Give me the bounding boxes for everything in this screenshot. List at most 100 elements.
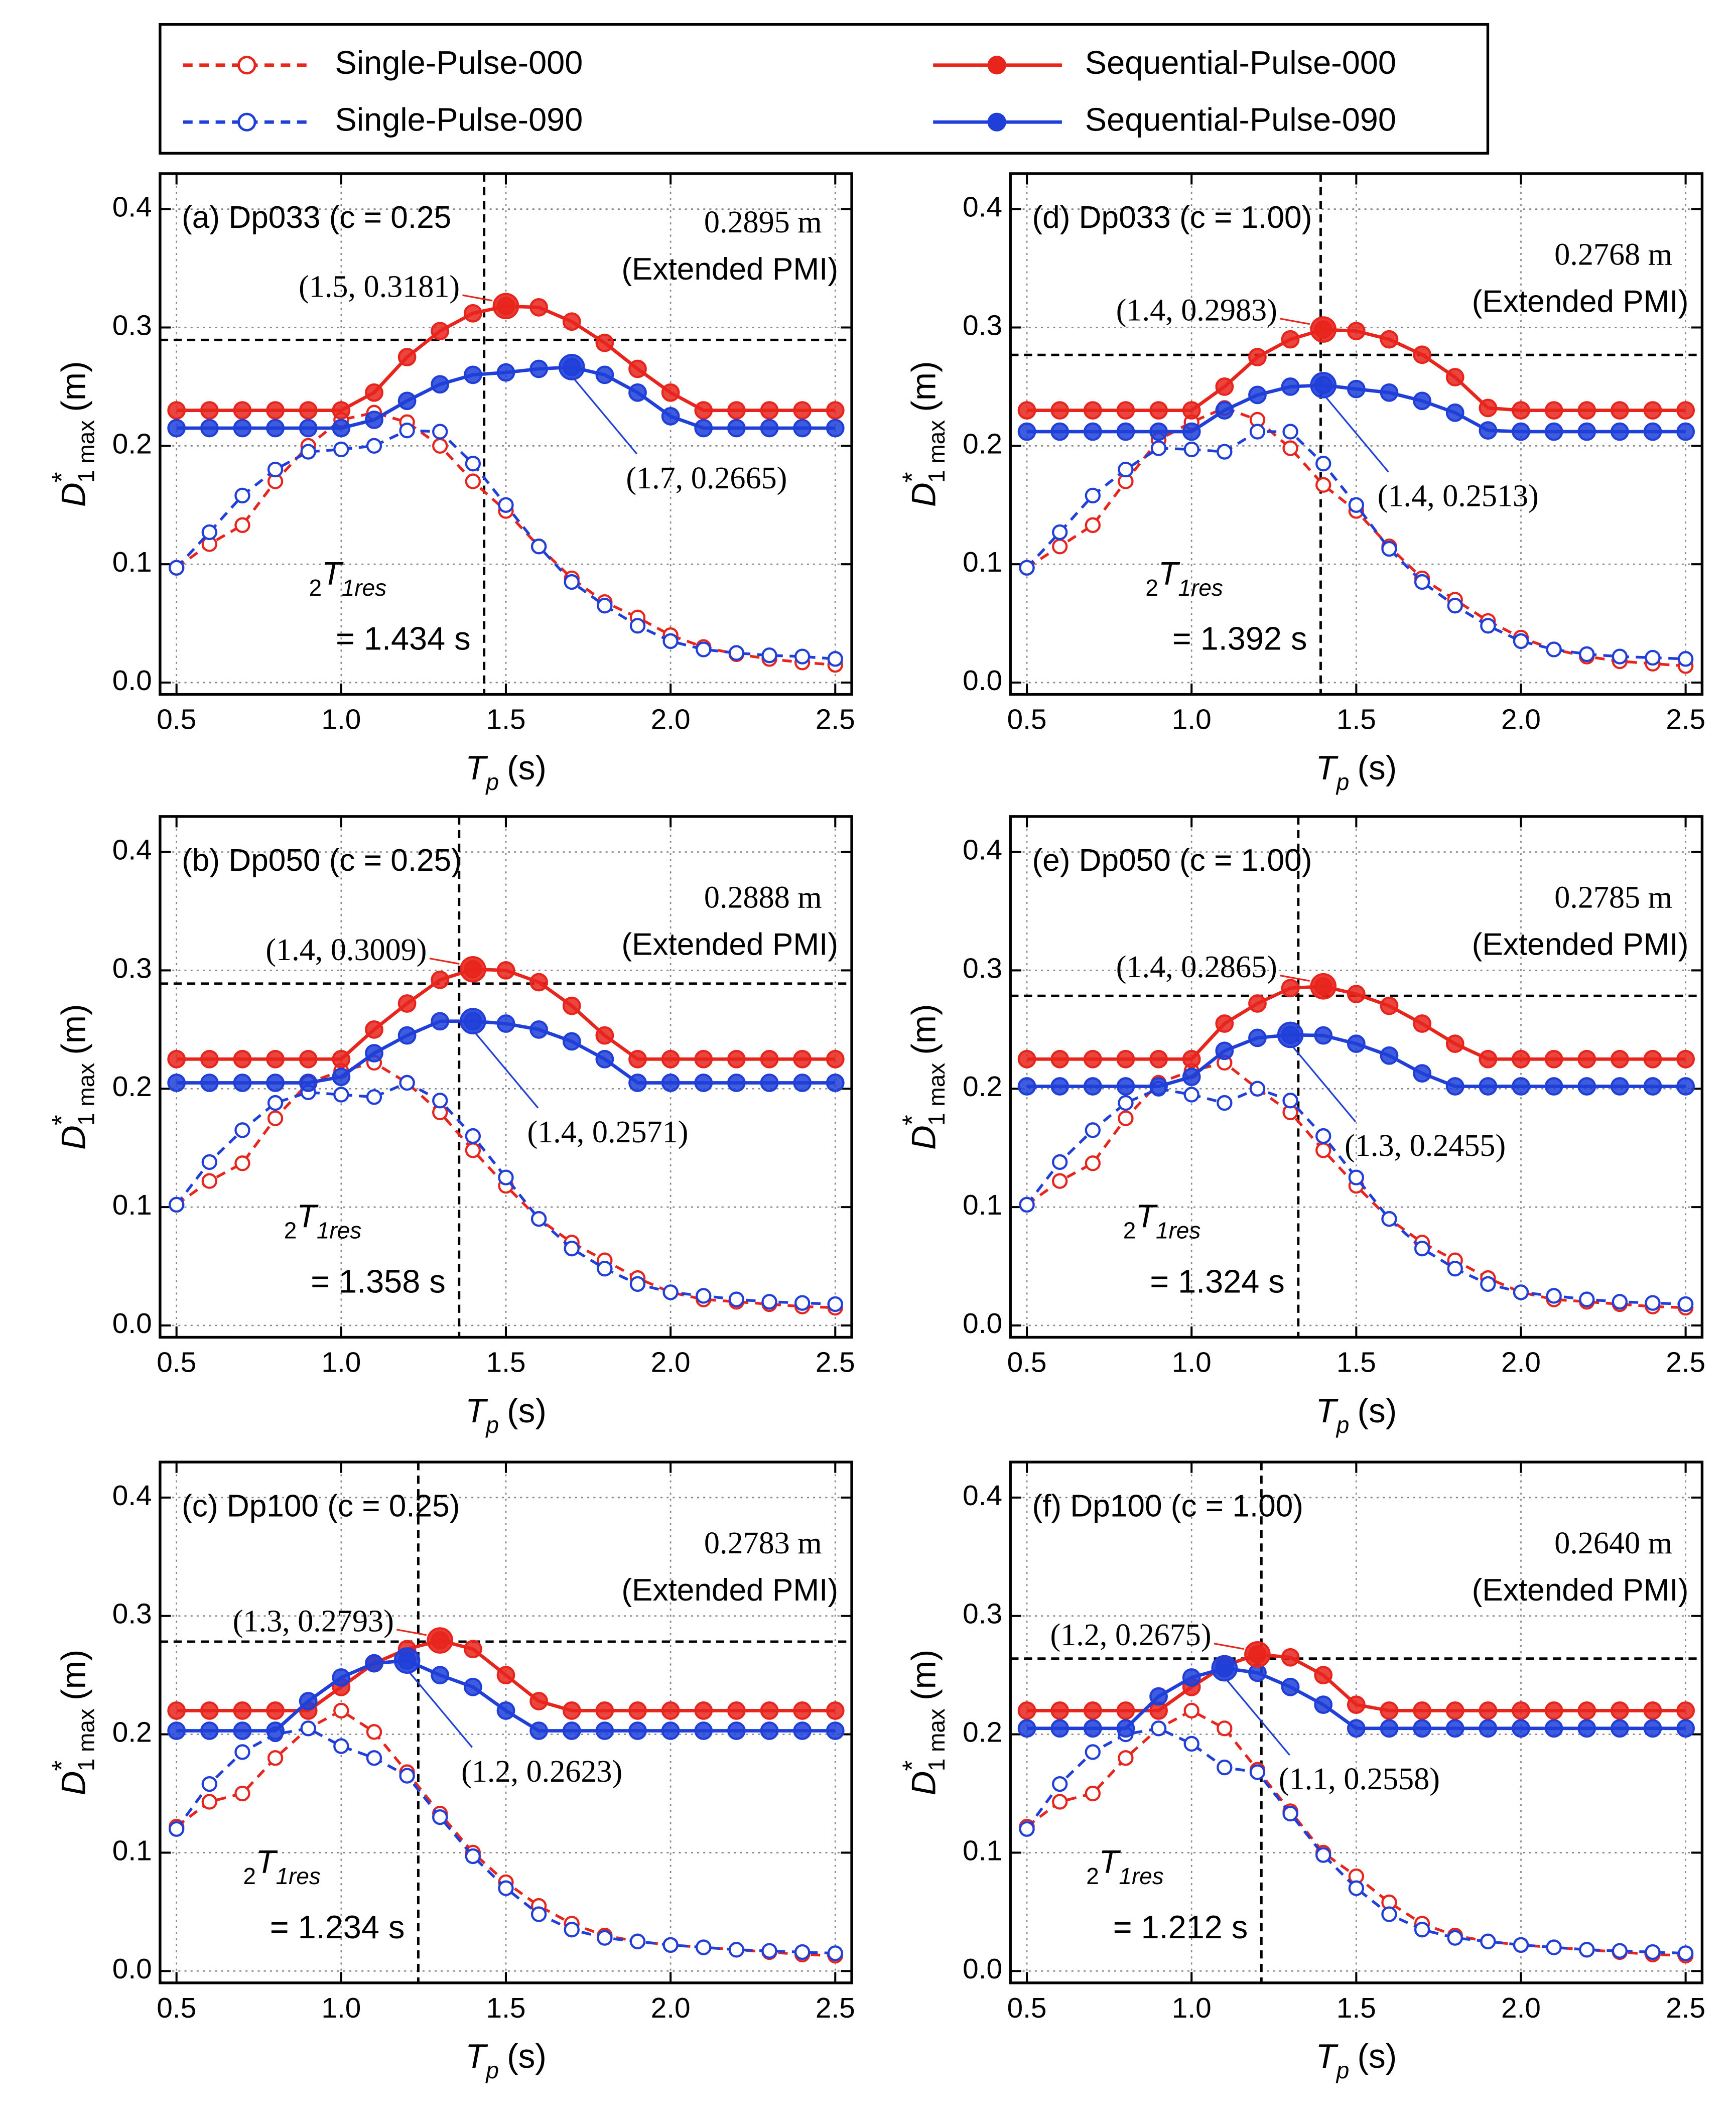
data-point xyxy=(463,1640,482,1659)
data-point xyxy=(1182,1668,1201,1687)
x-tick-label: 2.5 xyxy=(1666,704,1705,736)
resonance-symbol: 2T1res xyxy=(243,1843,321,1889)
data-point xyxy=(1380,996,1399,1015)
data-point xyxy=(169,1196,185,1213)
data-point xyxy=(595,1026,614,1045)
data-point xyxy=(760,1049,779,1069)
data-point xyxy=(332,1049,351,1069)
data-point xyxy=(529,1020,548,1039)
data-point xyxy=(1643,1719,1662,1738)
data-point xyxy=(529,359,548,378)
data-point xyxy=(661,1721,680,1740)
data-point xyxy=(169,560,185,576)
data-point xyxy=(1017,1719,1036,1738)
panel: 0.0 0.1 0.2 0.3 0.4 0.5 1.0 1.5 2.0 2.5 (b) Dp050 … xyxy=(47,815,855,1438)
y-label-subscript: 1 max xyxy=(923,1708,950,1771)
data-point xyxy=(1612,1294,1628,1310)
data-point xyxy=(1282,1093,1298,1109)
series xyxy=(1017,320,1695,420)
legend-item: Sequential-Pulse-090 xyxy=(933,101,1396,138)
data-point xyxy=(1083,1719,1102,1738)
data-point xyxy=(365,1044,383,1062)
data-point xyxy=(564,1240,580,1257)
data-point xyxy=(332,1668,351,1687)
data-point xyxy=(1544,422,1563,441)
data-point xyxy=(1282,1805,1298,1822)
peak-label: (1.2, 0.2675) xyxy=(1050,1618,1212,1652)
y-tick-label: 0.0 xyxy=(112,1953,152,1985)
x-tick-label: 2.5 xyxy=(1666,1347,1705,1379)
data-point xyxy=(794,648,811,664)
data-point xyxy=(299,419,318,438)
data-point xyxy=(1215,1041,1234,1060)
data-point xyxy=(826,401,845,420)
x-label-unit: (s) xyxy=(1357,749,1397,787)
data-point xyxy=(332,1068,351,1087)
data-point xyxy=(760,1074,779,1092)
data-point xyxy=(1447,1930,1463,1946)
y-tick-label: 0.4 xyxy=(112,835,152,866)
data-point xyxy=(661,383,680,402)
data-point xyxy=(299,1049,318,1069)
data-point xyxy=(827,651,843,667)
y-label-subscript: 1 max xyxy=(73,1063,99,1126)
data-point xyxy=(266,1074,285,1092)
data-point xyxy=(761,1294,777,1310)
data-point xyxy=(399,423,415,439)
data-point xyxy=(167,1074,186,1092)
data-point xyxy=(432,438,448,454)
data-point xyxy=(727,1049,746,1069)
data-point xyxy=(1380,1701,1399,1720)
legend-item: Sequential-Pulse-000 xyxy=(933,44,1396,81)
resonance-prefix: 2 xyxy=(1123,1218,1136,1244)
peak-label: (1.4, 0.2865) xyxy=(1116,950,1277,984)
data-point xyxy=(1348,497,1365,513)
resonance-subscript: 1res xyxy=(342,575,386,601)
data-point xyxy=(1645,1295,1661,1311)
pmi-note: (Extended PMI) xyxy=(1472,1573,1689,1608)
x-tick-label: 0.5 xyxy=(1007,704,1047,736)
data-point xyxy=(628,1074,647,1092)
data-point xyxy=(1183,1702,1199,1719)
legend-label: Sequential-Pulse-000 xyxy=(1085,44,1396,81)
data-point xyxy=(1085,1122,1101,1138)
pmi-label: 0.2640 m xyxy=(1554,1526,1672,1560)
data-point xyxy=(1413,391,1431,411)
y-label-subscript: 1 max xyxy=(73,1708,99,1771)
x-axis-label: Tp (s) xyxy=(465,1392,547,1438)
legend-item: Single-Pulse-000 xyxy=(183,44,583,81)
y-axis-label: D*1 max (m) xyxy=(47,1004,99,1150)
data-point xyxy=(431,1012,450,1031)
data-point xyxy=(432,1093,448,1109)
data-point xyxy=(1577,401,1596,420)
y-tick-label: 0.3 xyxy=(963,953,1002,984)
data-point xyxy=(1577,1077,1596,1096)
data-point xyxy=(1314,1695,1333,1714)
data-point xyxy=(1314,1026,1333,1045)
data-point xyxy=(1610,1077,1629,1096)
x-label-symbol: T xyxy=(465,1392,488,1430)
resonance-subscript: 1res xyxy=(1119,1863,1163,1889)
peak-marker xyxy=(1211,1655,1238,1682)
data-point xyxy=(333,1702,349,1719)
data-point xyxy=(1215,1014,1234,1033)
peak-label: (1.1, 0.2558) xyxy=(1279,1762,1440,1796)
x-tick-label: 1.5 xyxy=(1337,704,1376,736)
panel-title: (f) Dp100 (c = 1.00) xyxy=(1032,1489,1303,1523)
data-point xyxy=(1050,1077,1070,1096)
data-point xyxy=(629,1276,646,1292)
data-point xyxy=(1249,424,1266,440)
data-point xyxy=(1019,560,1035,576)
data-point xyxy=(366,438,382,454)
data-point xyxy=(1347,379,1366,398)
pmi-note: (Extended PMI) xyxy=(1472,285,1689,319)
data-point xyxy=(1282,424,1298,440)
data-point xyxy=(1579,646,1595,662)
peak-connector xyxy=(1214,1643,1244,1650)
panel-title: (e) Dp050 (c = 1.00) xyxy=(1032,843,1312,878)
data-point xyxy=(1217,1095,1233,1111)
data-point xyxy=(662,633,679,649)
data-point xyxy=(661,1701,680,1720)
y-label-symbol: D xyxy=(55,482,92,507)
y-tick-label: 0.1 xyxy=(963,1189,1002,1221)
